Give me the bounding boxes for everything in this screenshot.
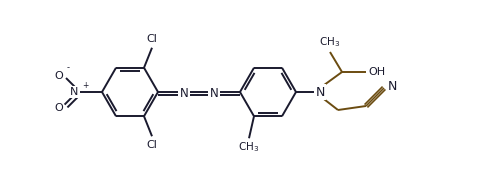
Text: O: O — [54, 103, 63, 113]
Text: CH$_3$: CH$_3$ — [239, 140, 260, 154]
Text: N: N — [209, 87, 218, 100]
Text: OH: OH — [368, 67, 385, 77]
Text: N: N — [388, 79, 397, 93]
Text: -: - — [67, 63, 70, 72]
Text: N: N — [180, 87, 189, 100]
Text: O: O — [54, 71, 63, 81]
Text: N: N — [70, 87, 78, 97]
Text: N: N — [315, 86, 325, 98]
Text: +: + — [82, 81, 88, 90]
Text: Cl: Cl — [147, 140, 157, 150]
Text: Cl: Cl — [147, 34, 157, 44]
Text: CH$_3$: CH$_3$ — [319, 35, 341, 49]
